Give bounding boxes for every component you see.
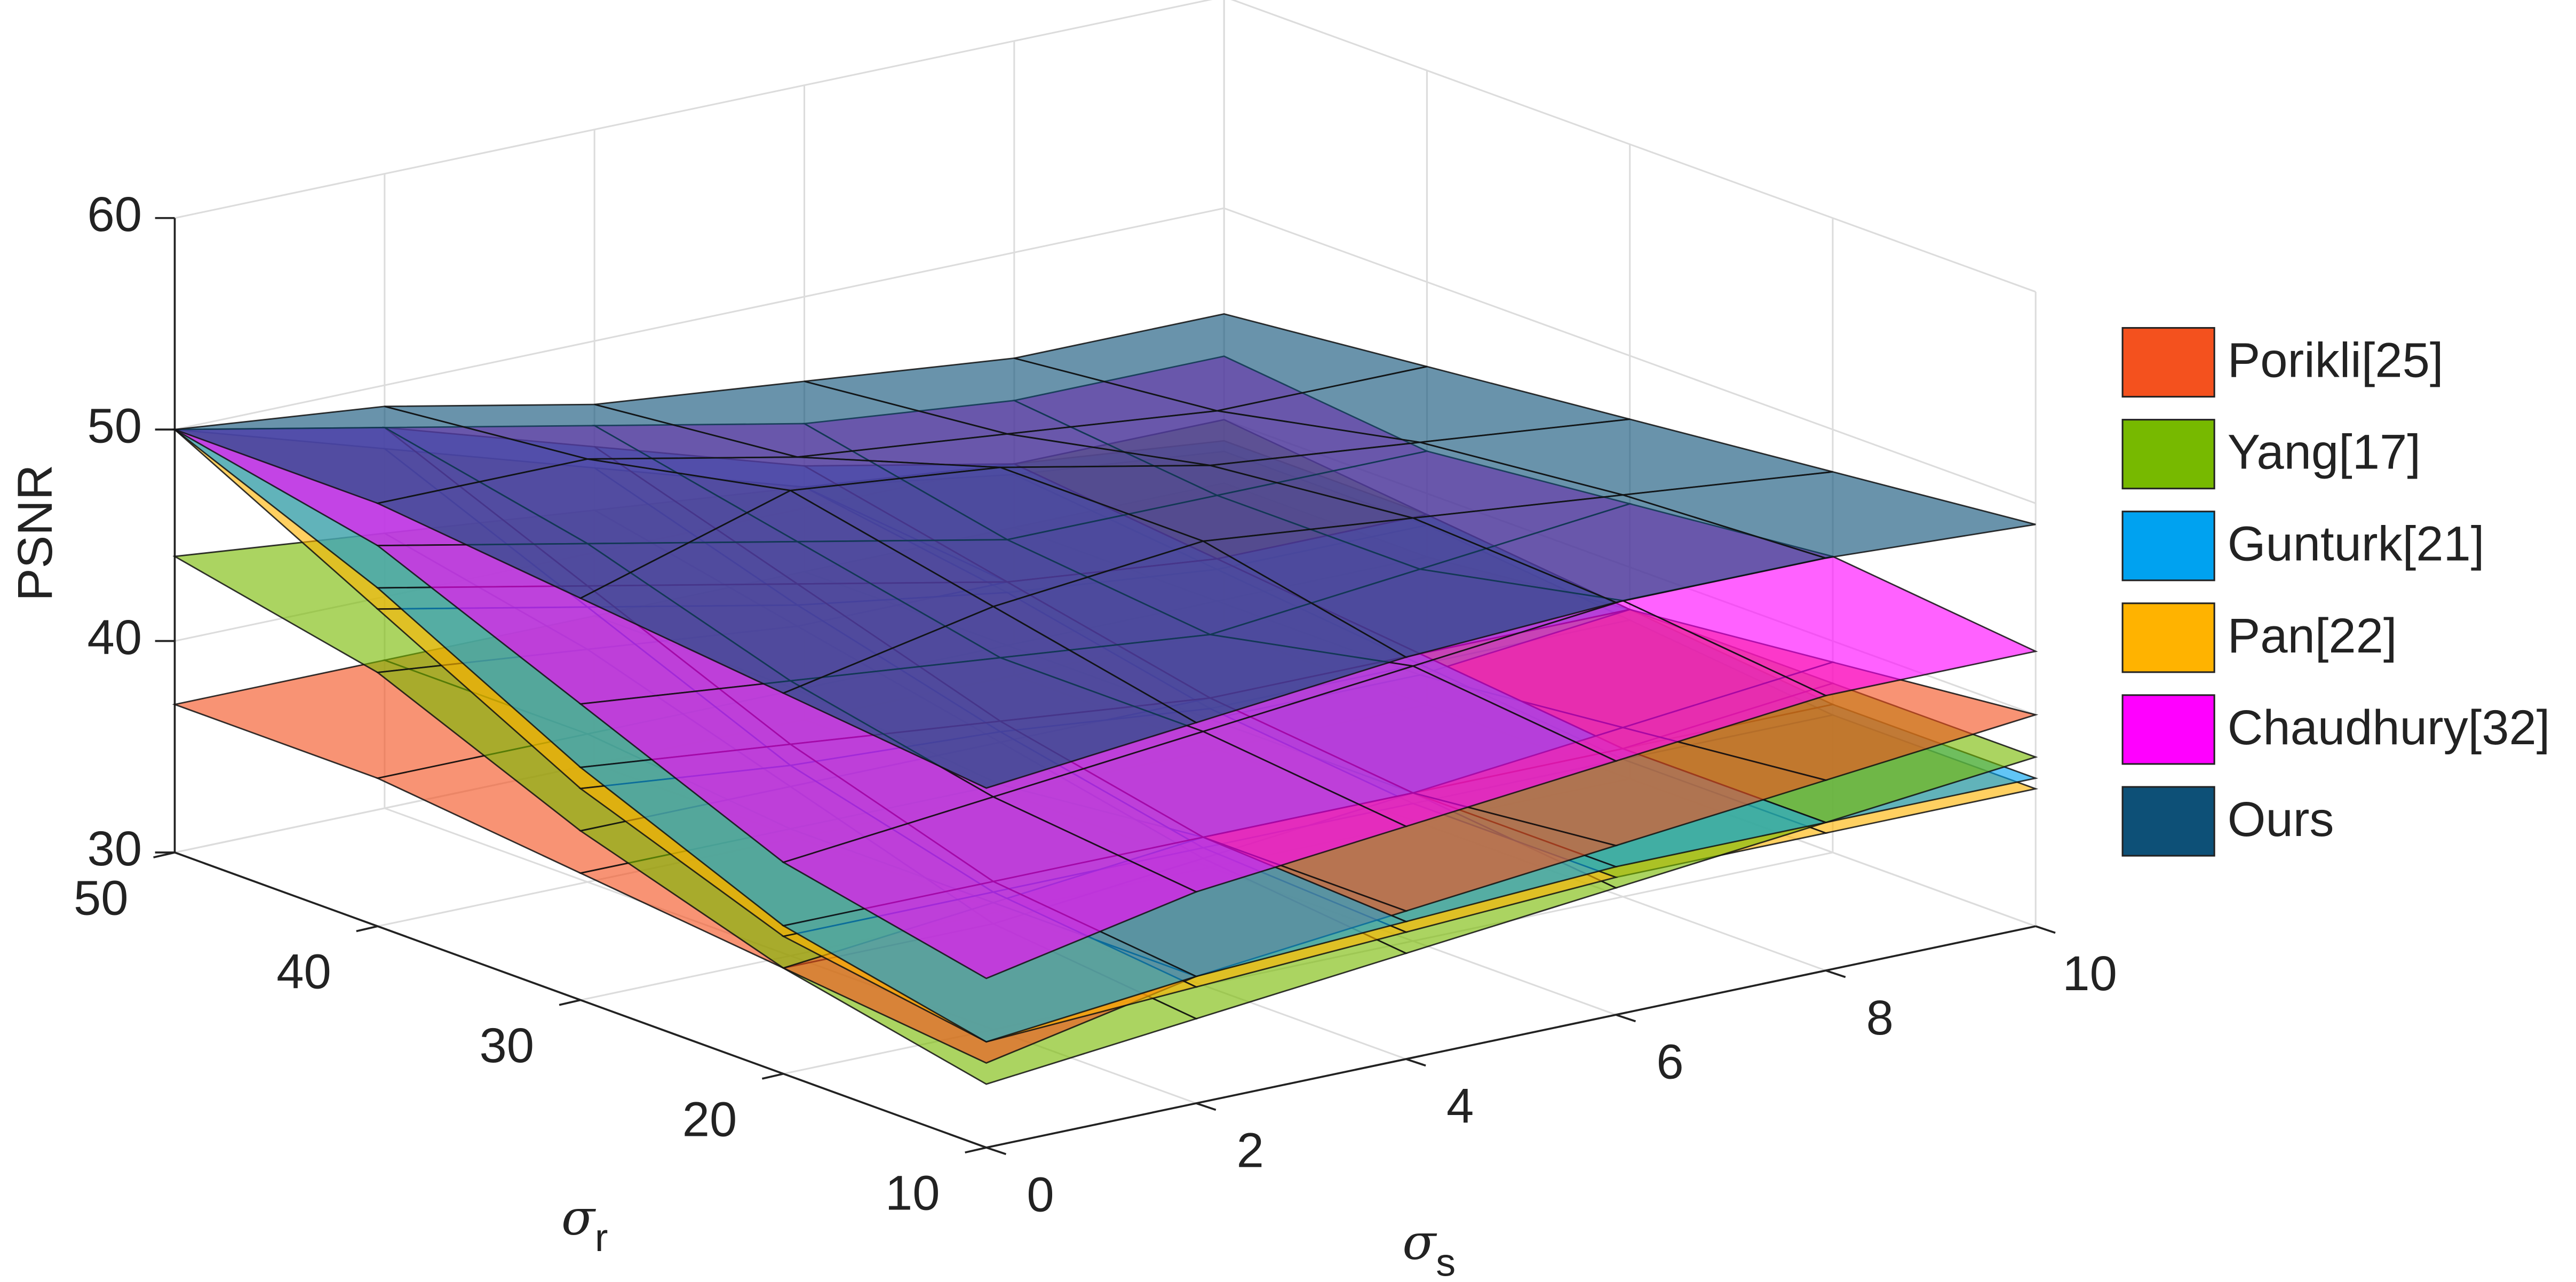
legend-swatch xyxy=(2121,419,2215,490)
z-tick-label: 40 xyxy=(88,610,142,665)
z-tick-label: 50 xyxy=(88,398,142,453)
x-tick-label: 6 xyxy=(1656,1034,1683,1089)
y-tick-label: 20 xyxy=(682,1092,737,1146)
x-tick xyxy=(1196,1102,1217,1111)
y-tick xyxy=(153,851,175,858)
x-tick xyxy=(986,1146,1007,1156)
legend-label: Gunturk[21] xyxy=(2228,516,2485,571)
y-axis-label: σr xyxy=(561,1188,608,1260)
y-tick-label: 10 xyxy=(885,1166,940,1221)
x-tick-label: 2 xyxy=(1237,1123,1264,1178)
axes: 30 40 50 60 10 20 30 40 50 0 2 4 6 8 10 xyxy=(74,187,2117,1222)
surfaces xyxy=(172,313,2039,1085)
x-tick xyxy=(2035,925,2056,934)
y-tick-label: 30 xyxy=(480,1018,535,1073)
legend: Porikli[25] Yang[17] Gunturk[21] Pan[22] Cha… xyxy=(2121,327,2550,857)
z-tick-label: 60 xyxy=(88,187,142,242)
surface-patch xyxy=(781,606,1198,789)
y-tick xyxy=(356,925,378,933)
x-tick-label: 0 xyxy=(1027,1167,1054,1222)
legend-label: Porikli[25] xyxy=(2228,333,2444,388)
x-axis xyxy=(986,925,2036,1149)
legend-swatch xyxy=(2121,694,2215,765)
legend-label: Ours xyxy=(2228,792,2334,847)
legend-swatch xyxy=(2121,602,2215,673)
y-tick xyxy=(559,999,581,1006)
grid-line xyxy=(174,207,1225,431)
grid-line xyxy=(1223,207,2036,504)
z-tick-label: 30 xyxy=(88,821,142,876)
surface-patch xyxy=(781,796,1198,980)
y-tick xyxy=(965,1146,987,1154)
legend-label: Pan[22] xyxy=(2228,608,2397,663)
y-tick-label: 50 xyxy=(74,870,129,925)
legend-swatch xyxy=(2121,327,2215,398)
x-axis-label: σs xyxy=(1402,1213,1456,1282)
legend-swatch xyxy=(2121,786,2215,857)
legend-swatch xyxy=(2121,511,2215,582)
x-tick xyxy=(1615,1014,1636,1023)
x-tick-label: 4 xyxy=(1446,1079,1474,1134)
x-tick xyxy=(1825,969,1846,978)
y-tick-label: 40 xyxy=(276,944,331,999)
legend-label: Yang[17] xyxy=(2228,425,2421,480)
x-tick xyxy=(1405,1058,1426,1067)
grid-line xyxy=(1230,0,2036,293)
y-tick xyxy=(761,1072,784,1080)
grid-line xyxy=(174,0,1213,219)
x-tick-label: 10 xyxy=(2062,946,2117,1001)
legend-label: Chaudhury[32] xyxy=(2228,700,2550,755)
z-axis-label: PSNR xyxy=(7,465,62,601)
x-tick-label: 8 xyxy=(1866,990,1894,1045)
